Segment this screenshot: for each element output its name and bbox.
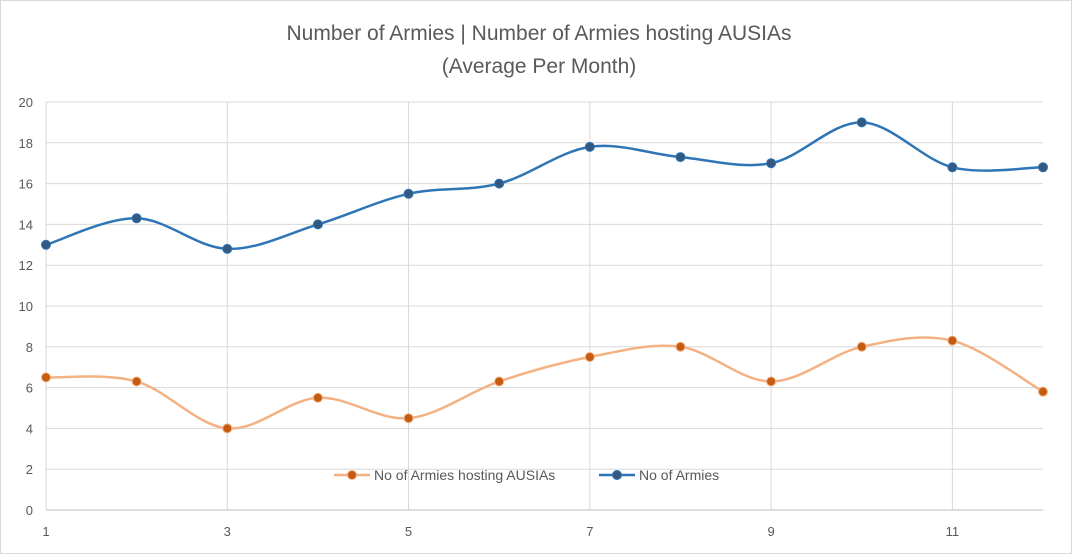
chart-title: Number of Armies | Number of Armies host… [287, 22, 792, 45]
legend-marker [612, 470, 622, 480]
data-point [312, 392, 323, 403]
legend-item: No of Armies [599, 467, 719, 483]
y-tick-label: 0 [26, 503, 33, 518]
chart-subtitle: (Average Per Month) [442, 55, 637, 78]
data-point [675, 152, 686, 163]
data-point [131, 376, 142, 387]
data-point [856, 341, 867, 352]
y-tick-label: 10 [19, 299, 33, 314]
data-point [1038, 386, 1048, 397]
series-armies-hosting-ausias [41, 335, 1048, 434]
legend-label: No of Armies hosting AUSIAs [374, 467, 555, 483]
y-tick-label: 8 [26, 340, 33, 355]
data-point [947, 335, 958, 346]
data-point [584, 352, 595, 362]
data-point [494, 376, 505, 387]
y-tick-label: 14 [19, 217, 33, 232]
data-point [766, 376, 777, 387]
x-tick-label: 5 [405, 524, 412, 539]
data-point [1038, 162, 1048, 173]
legend-label: No of Armies [639, 467, 719, 483]
data-point [41, 239, 51, 250]
series-armies [41, 117, 1048, 254]
legend-marker [347, 470, 357, 480]
y-tick-label: 20 [19, 95, 33, 110]
data-point [222, 423, 233, 434]
x-tick-label: 9 [767, 524, 774, 539]
y-tick-label: 18 [19, 136, 33, 151]
x-tick-label: 3 [224, 524, 231, 539]
data-point [41, 372, 51, 383]
data-point [675, 341, 686, 352]
data-point [856, 117, 867, 128]
data-point [312, 219, 323, 230]
data-point [403, 188, 414, 199]
y-tick-label: 6 [26, 381, 33, 396]
data-point [766, 158, 777, 169]
data-point [222, 243, 233, 254]
data-point [131, 213, 142, 224]
data-point [494, 178, 505, 189]
y-tick-label: 4 [26, 421, 33, 436]
series-line [45, 336, 1044, 430]
data-point [947, 162, 958, 173]
x-tick-label: 11 [946, 524, 960, 539]
y-tick-label: 2 [26, 462, 33, 477]
x-tick-label: 7 [586, 524, 593, 539]
x-tick-label: 1 [42, 524, 49, 539]
data-point [403, 413, 414, 424]
y-tick-label: 12 [19, 258, 33, 273]
data-point [584, 141, 595, 152]
y-tick-label: 16 [19, 177, 33, 192]
legend-item: No of Armies hosting AUSIAs [334, 467, 555, 483]
series-line [45, 121, 1044, 251]
